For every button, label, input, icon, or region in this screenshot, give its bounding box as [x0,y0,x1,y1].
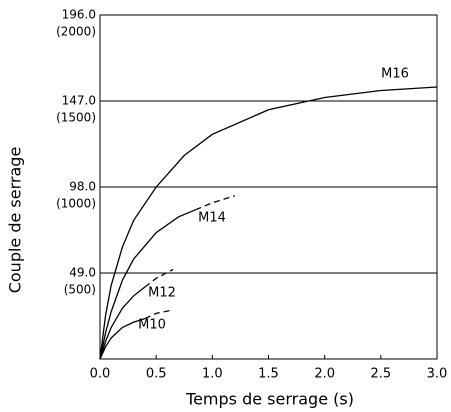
x-tick-label: 2.5 [370,367,391,382]
y-tick-sublabel: (1000) [56,197,96,211]
x-tick-label: 0.0 [90,367,111,382]
x-axis-title: Temps de serrage (s) [185,390,354,409]
y-axis-title: Couple de serrage [6,147,25,294]
x-tick-label: 3.0 [427,367,448,382]
x-tick-label: 1.5 [258,367,279,382]
x-tick-label: 1.0 [202,367,223,382]
series-projection [195,195,235,211]
y-tick-sublabel: (1500) [56,111,96,125]
series-label: M12 [148,286,176,301]
y-tick-sublabel: (500) [64,283,96,297]
series-label: M16 [381,67,409,82]
y-tick-sublabel: (2000) [56,25,96,39]
series-label: M10 [138,318,166,333]
x-tick-label: 0.5 [146,367,167,382]
series-label: M14 [198,211,226,226]
x-tick-label: 2.0 [314,367,335,382]
y-tick-label: 98.0 [69,180,96,194]
series-projection [144,309,174,320]
y-tick-label: 147.0 [62,94,96,108]
series-line [99,286,146,360]
series-line [99,209,196,360]
series-line [99,86,438,360]
y-tick-label: 196.0 [62,8,96,22]
series-line [99,317,146,360]
series-projection [144,268,174,288]
y-tick-label: 49.0 [69,266,96,280]
